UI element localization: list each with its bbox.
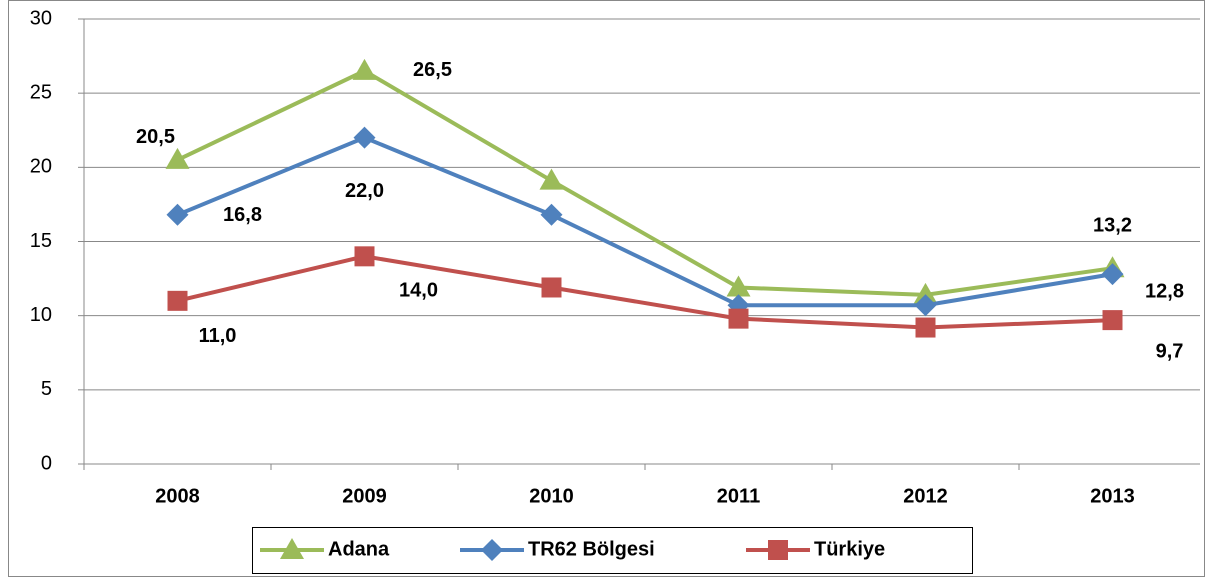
data-point <box>539 168 564 190</box>
legend-label: Türkiye <box>814 538 885 560</box>
data-point <box>352 58 377 80</box>
y-tick-label: 20 <box>30 156 52 178</box>
y-tick-label: 0 <box>41 452 52 474</box>
data-point <box>354 246 375 267</box>
y-tick-label: 15 <box>30 230 52 252</box>
data-label: 11,0 <box>199 325 237 347</box>
legend-item: Adana <box>260 538 390 560</box>
y-tick-label: 30 <box>30 7 52 29</box>
x-tick-label: 2009 <box>342 485 387 507</box>
series-line <box>176 68 1113 297</box>
legend-item: Türkiye <box>746 538 885 560</box>
data-label: 9,7 <box>1156 340 1184 362</box>
legend-label: TR62 Bölgesi <box>528 538 655 560</box>
legend-box <box>252 527 973 574</box>
data-label: 13,2 <box>1093 214 1132 236</box>
data-point <box>353 126 376 149</box>
y-tick-label: 25 <box>30 81 52 103</box>
data-point <box>913 282 938 304</box>
data-point <box>915 317 936 338</box>
data-label: 14,0 <box>399 280 438 302</box>
data-point <box>1101 263 1124 286</box>
legend-item: TR62 Bölgesi <box>460 538 655 561</box>
x-tick-label: 2010 <box>529 485 574 507</box>
data-point <box>540 203 563 226</box>
data-point <box>167 290 188 311</box>
x-tick-label: 2012 <box>903 485 948 507</box>
chart-frame <box>8 0 1205 577</box>
data-point <box>726 275 751 297</box>
data-point <box>166 203 189 226</box>
y-tick-label: 5 <box>41 378 52 400</box>
x-tick-label: 2008 <box>155 485 200 507</box>
data-point <box>541 277 562 298</box>
data-label: 26,5 <box>413 59 452 81</box>
data-label: 16,8 <box>223 204 262 226</box>
data-label: 22,0 <box>345 180 384 202</box>
series-line <box>176 135 1113 308</box>
x-tick-label: 2013 <box>1090 485 1135 507</box>
data-label: 12,8 <box>1145 280 1184 302</box>
data-label: 20,5 <box>136 126 175 148</box>
data-point <box>728 308 749 329</box>
legend-marker <box>481 539 503 561</box>
legend-marker <box>768 540 788 560</box>
x-tick-label: 2011 <box>717 485 760 507</box>
data-point <box>165 147 190 169</box>
data-point <box>1102 310 1123 331</box>
y-tick-label: 10 <box>30 304 52 326</box>
legend-label: Adana <box>328 538 390 560</box>
legend-marker <box>280 538 304 559</box>
series-line <box>177 254 1113 330</box>
data-point <box>914 294 937 317</box>
